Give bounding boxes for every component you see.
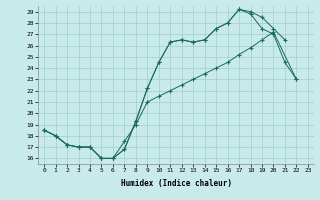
X-axis label: Humidex (Indice chaleur): Humidex (Indice chaleur) (121, 179, 231, 188)
